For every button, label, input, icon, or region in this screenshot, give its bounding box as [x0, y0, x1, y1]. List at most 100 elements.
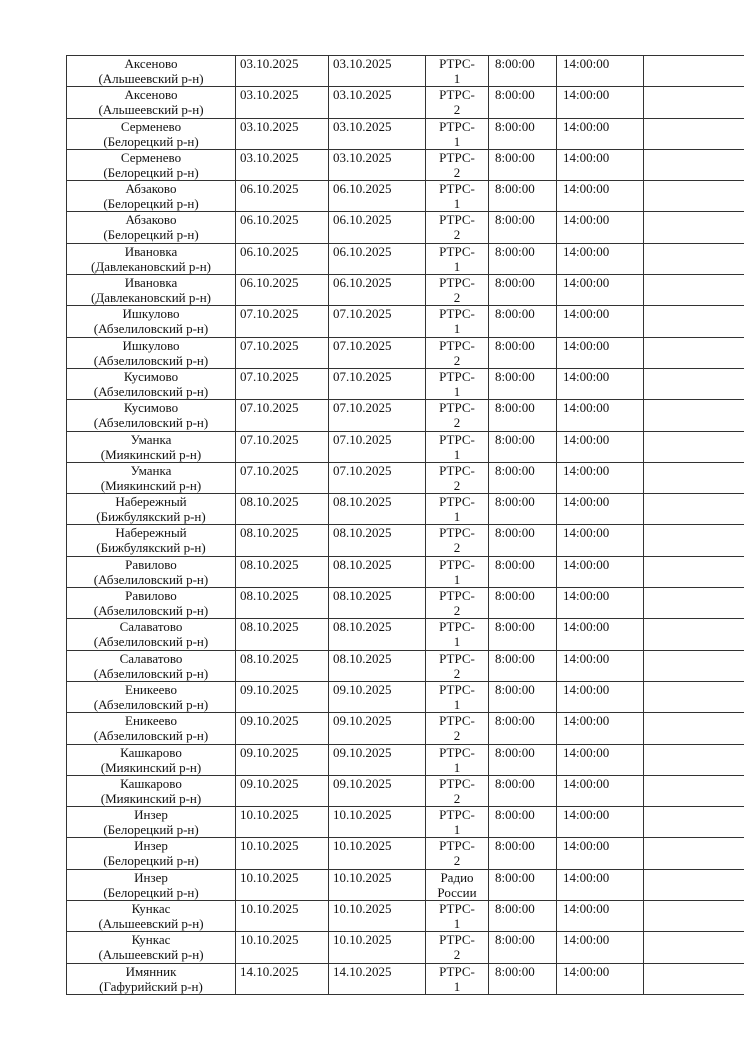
date-from-cell: 03.10.2025	[235, 117, 329, 150]
channel-name: РТРС-	[439, 243, 475, 259]
location-cell: Ивановка (Давлекановский р-н)	[66, 242, 236, 276]
table-row: Инзер (Белорецкий р-н) 10.10.2025 10.10.202…	[66, 868, 744, 902]
end-time-cell: 14:00:00	[556, 524, 644, 557]
table-row: Равилово (Абзелиловский р-н) 08.10.2025 08.…	[66, 587, 744, 620]
channel-name: РТРС-	[439, 181, 475, 197]
district-name: (Абзелиловский р-н)	[93, 728, 209, 744]
table-row: Ишкулово (Абзелиловский р-н) 07.10.2025 07.…	[66, 305, 744, 338]
place-name: Ишкулово	[122, 306, 180, 322]
district-name: (Абзелиловский р-н)	[93, 603, 209, 619]
empty-cell	[643, 806, 744, 839]
date-from-cell: 09.10.2025	[235, 774, 329, 808]
start-time-cell: 8:00:00	[488, 117, 557, 150]
date-to-cell: 03.10.2025	[328, 54, 426, 88]
district-name: (Абзелиловский р-н)	[93, 321, 209, 337]
location-cell: Равилово (Абзелиловский р-н)	[66, 555, 236, 589]
channel-cell: РТРС- 2	[425, 837, 489, 870]
end-time-cell: 14:00:00	[556, 242, 644, 276]
end-time-cell: 14:00:00	[556, 305, 644, 338]
date-to-cell: 07.10.2025	[328, 336, 426, 369]
location-cell: Ивановка (Давлекановский р-н)	[66, 274, 236, 307]
channel-cell: РТРС- 1	[425, 493, 489, 526]
location-cell: Набережный (Бижбулякский р-н)	[66, 524, 236, 557]
channel-number: 2	[453, 477, 461, 493]
date-to-cell: 10.10.2025	[328, 806, 426, 839]
channel-cell: РТРС- 2	[425, 148, 489, 182]
channel-number: 2	[453, 102, 461, 118]
table-row: Абзаково (Белорецкий р-н) 06.10.2025 06.10.…	[66, 211, 744, 244]
place-name: Уманка	[130, 462, 172, 478]
start-time-cell: 8:00:00	[488, 180, 557, 213]
channel-cell: РТРС- 1	[425, 367, 489, 401]
end-time-cell: 14:00:00	[556, 680, 644, 714]
channel-cell: РТРС- 1	[425, 54, 489, 88]
channel-number: 1	[453, 258, 461, 274]
location-cell: Имянник (Гафурийский р-н)	[66, 962, 236, 995]
channel-name: РТРС-	[439, 118, 475, 134]
date-from-cell: 06.10.2025	[235, 274, 329, 307]
end-time-cell: 14:00:00	[556, 430, 644, 463]
channel-cell: РТРС- 2	[425, 649, 489, 682]
channel-number: 1	[453, 696, 461, 712]
channel-cell: Радио России	[425, 868, 489, 902]
channel-number: 1	[453, 978, 461, 994]
place-name: Ишкулово	[122, 337, 180, 353]
start-time-cell: 8:00:00	[488, 806, 557, 839]
district-name: (Белорецкий р-н)	[103, 822, 199, 838]
start-time-cell: 8:00:00	[488, 868, 557, 902]
location-cell: Абзаково (Белорецкий р-н)	[66, 211, 236, 244]
table-row: Равилово (Абзелиловский р-н) 08.10.2025 08.…	[66, 555, 744, 589]
channel-name: РТРС-	[439, 681, 475, 697]
end-time-cell: 14:00:00	[556, 180, 644, 213]
channel-cell: РТРС- 2	[425, 931, 489, 964]
channel-cell: РТРС- 2	[425, 524, 489, 557]
table-row: Еникеево (Абзелиловский р-н) 09.10.2025 09.…	[66, 712, 744, 745]
end-time-cell: 14:00:00	[556, 837, 644, 870]
start-time-cell: 8:00:00	[488, 712, 557, 745]
district-name: (Абзелиловский р-н)	[93, 634, 209, 650]
date-to-cell: 09.10.2025	[328, 743, 426, 776]
place-name: Кусимово	[123, 368, 179, 384]
end-time-cell: 14:00:00	[556, 336, 644, 369]
place-name: Набережный	[115, 494, 187, 510]
empty-cell	[643, 618, 744, 651]
date-from-cell: 09.10.2025	[235, 743, 329, 776]
date-from-cell: 10.10.2025	[235, 900, 329, 933]
date-from-cell: 03.10.2025	[235, 86, 329, 119]
empty-cell	[643, 274, 744, 307]
location-cell: Салаватово (Абзелиловский р-н)	[66, 649, 236, 682]
place-name: Аксеново	[124, 56, 178, 71]
end-time-cell: 14:00:00	[556, 868, 644, 902]
empty-cell	[643, 86, 744, 119]
date-from-cell: 10.10.2025	[235, 868, 329, 902]
table-row: Ивановка (Давлекановский р-н) 06.10.2025 06…	[66, 274, 744, 307]
start-time-cell: 8:00:00	[488, 680, 557, 714]
place-name: Кункас	[131, 901, 171, 917]
date-from-cell: 09.10.2025	[235, 712, 329, 745]
table-row: Инзер (Белорецкий р-н) 10.10.2025 10.10.202…	[66, 837, 744, 870]
channel-cell: РТРС- 1	[425, 117, 489, 150]
date-to-cell: 09.10.2025	[328, 712, 426, 745]
empty-cell	[643, 680, 744, 714]
table-row: Еникеево (Абзелиловский р-н) 09.10.2025 09.…	[66, 680, 744, 714]
date-from-cell: 07.10.2025	[235, 336, 329, 369]
district-name: (Абзелиловский р-н)	[93, 352, 209, 368]
start-time-cell: 8:00:00	[488, 649, 557, 682]
channel-name: РТРС-	[439, 838, 475, 854]
channel-number: 1	[453, 446, 461, 462]
table-row: Аксеново (Альшеевский р-н) 03.10.2025 03.10…	[66, 86, 744, 119]
start-time-cell: 8:00:00	[488, 274, 557, 307]
start-time-cell: 8:00:00	[488, 86, 557, 119]
place-name: Салаватово	[119, 619, 183, 635]
location-cell: Набережный (Бижбулякский р-н)	[66, 493, 236, 526]
channel-name: РТРС-	[439, 525, 475, 541]
empty-cell	[643, 242, 744, 276]
end-time-cell: 14:00:00	[556, 618, 644, 651]
table-row: Уманка (Миякинский р-н) 07.10.2025 07.10.20…	[66, 461, 744, 495]
date-from-cell: 08.10.2025	[235, 493, 329, 526]
place-name: Инзер	[134, 869, 168, 885]
location-cell: Аксеново (Альшеевский р-н)	[66, 54, 236, 88]
empty-cell	[643, 774, 744, 808]
date-to-cell: 08.10.2025	[328, 524, 426, 557]
channel-number: 1	[453, 759, 461, 775]
